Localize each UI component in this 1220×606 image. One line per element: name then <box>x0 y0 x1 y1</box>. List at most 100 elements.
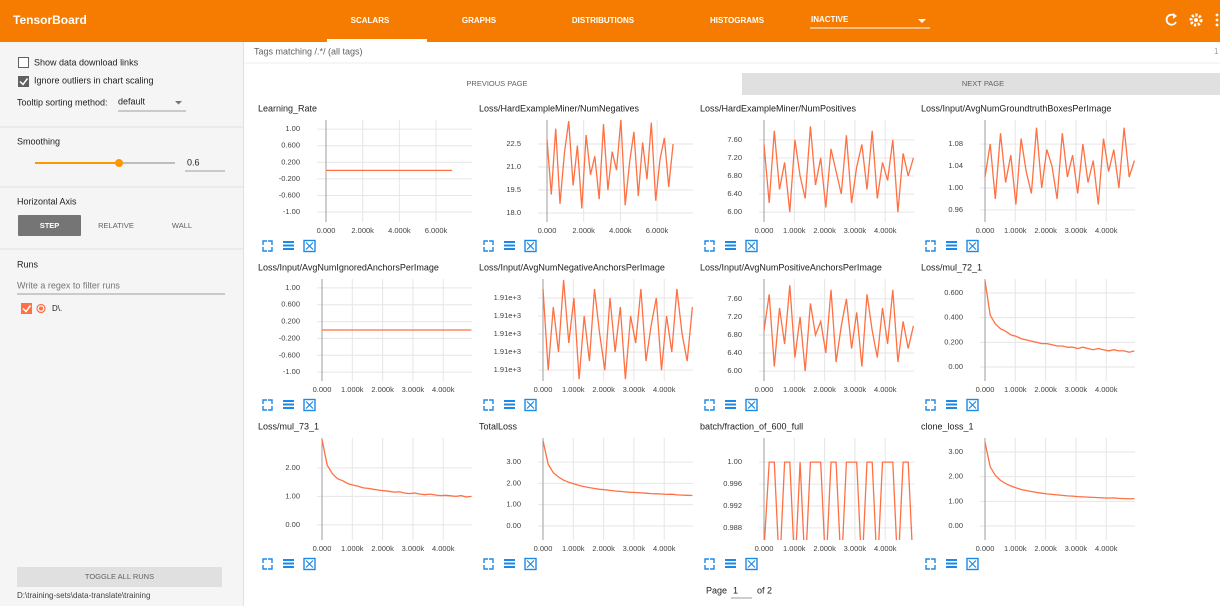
chart-title: Loss/Input/AvgNumGroundtruthBoxesPerImag… <box>921 103 1111 113</box>
tooltip-select[interactable]: default <box>118 96 146 106</box>
fullscreen-button[interactable] <box>926 241 935 251</box>
y-tick-label: 7.20 <box>727 312 742 321</box>
toggle-y-log-button[interactable] <box>504 400 515 409</box>
x-tick-label: 2.000k <box>813 226 836 235</box>
y-tick-label: 7.20 <box>727 153 742 162</box>
y-tick-label: -1.00 <box>283 367 300 376</box>
toggle-y-log-button[interactable] <box>504 559 515 568</box>
chart-card: batch/fraction_of_600_full1.000.9960.992… <box>700 421 914 571</box>
y-tick-label: 2.00 <box>506 478 521 487</box>
fit-domain-button[interactable] <box>967 400 978 411</box>
axis-option[interactable]: STEP <box>40 221 60 230</box>
x-tick-label: 4.000k <box>432 385 455 394</box>
y-tick-label: 3.00 <box>506 457 521 466</box>
fit-domain-button[interactable] <box>304 400 315 411</box>
fit-domain-button[interactable] <box>967 241 978 252</box>
page-total: of 2 <box>757 585 772 595</box>
series-line <box>547 120 673 209</box>
fit-domain-button[interactable] <box>304 559 315 570</box>
toggle-y-log-button[interactable] <box>946 559 957 568</box>
toggle-y-log-button[interactable] <box>946 241 957 250</box>
y-tick-label: 1.08 <box>948 139 963 148</box>
y-tick-label: 7.60 <box>727 294 742 303</box>
x-tick-label: 2.000k <box>1034 385 1057 394</box>
x-tick-label: 2.000k <box>592 385 615 394</box>
settings-icon[interactable] <box>1191 15 1201 25</box>
fullscreen-button[interactable] <box>263 559 272 569</box>
fit-domain-button[interactable] <box>746 241 757 252</box>
y-tick-label: 1.00 <box>948 496 963 505</box>
toggle-y-log-button[interactable] <box>504 241 515 250</box>
fullscreen-button[interactable] <box>926 400 935 410</box>
y-tick-label: 1.00 <box>727 457 742 466</box>
toggle-label[interactable]: TOGGLE ALL RUNS <box>85 572 154 581</box>
fullscreen-button[interactable] <box>263 241 272 251</box>
fullscreen-button[interactable] <box>926 559 935 569</box>
axis-option[interactable]: RELATIVE <box>98 221 134 230</box>
toggle-y-log-button[interactable] <box>283 400 294 409</box>
x-tick-label: 4.000k <box>1095 544 1118 553</box>
tooltip-label: Tooltip sorting method: <box>17 97 108 107</box>
x-tick-label: 1.000k <box>1004 226 1027 235</box>
inactive-dropdown[interactable]: INACTIVE <box>811 15 849 24</box>
x-tick-label: 4.000k <box>874 226 897 235</box>
fit-domain-button[interactable] <box>525 559 536 570</box>
x-tick-label: 0.000 <box>976 226 995 235</box>
page-input[interactable]: 1 <box>733 585 738 595</box>
x-tick-label: 2.000k <box>592 544 615 553</box>
fit-domain-button[interactable] <box>304 241 315 252</box>
fit-domain-button[interactable] <box>746 400 757 411</box>
active-tab-indicator <box>327 39 427 42</box>
fullscreen-button[interactable] <box>263 400 272 410</box>
fullscreen-button[interactable] <box>705 559 714 569</box>
app-title: TensorBoard <box>13 13 87 27</box>
more-icon[interactable] <box>1216 14 1219 27</box>
fullscreen-button[interactable] <box>484 241 493 251</box>
y-tick-label: -0.600 <box>279 350 300 359</box>
next-page[interactable]: NEXT PAGE <box>962 79 1004 88</box>
fullscreen-button[interactable] <box>705 241 714 251</box>
chart-title: Loss/Input/AvgNumNegativeAnchorsPerImage <box>479 262 665 272</box>
x-tick-label: 4.000k <box>653 385 676 394</box>
fullscreen-button[interactable] <box>705 400 714 410</box>
y-tick-label: 1.91e+3 <box>494 311 521 320</box>
run-checkbox[interactable] <box>21 303 32 314</box>
y-tick-label: 0.200 <box>281 317 300 326</box>
tab[interactable]: HISTOGRAMS <box>710 16 765 25</box>
x-tick-label: 0.000 <box>534 385 553 394</box>
fit-domain-button[interactable] <box>746 559 757 570</box>
checkbox-checked[interactable] <box>18 76 29 87</box>
fit-domain-button[interactable] <box>525 400 536 411</box>
y-tick-label: 2.00 <box>285 463 300 472</box>
checkbox[interactable] <box>19 58 29 68</box>
toggle-y-log-button[interactable] <box>283 241 294 250</box>
fullscreen-button[interactable] <box>484 559 493 569</box>
prev-page[interactable]: PREVIOUS PAGE <box>466 79 527 88</box>
tab[interactable]: SCALARS <box>351 16 390 25</box>
tab[interactable]: DISTRIBUTIONS <box>572 16 635 25</box>
series-line <box>764 285 913 371</box>
y-tick-label: -0.600 <box>279 190 300 199</box>
fit-domain-button[interactable] <box>967 559 978 570</box>
runs-filter[interactable]: Write a regex to filter runs <box>17 280 120 290</box>
toggle-y-log-button[interactable] <box>725 241 736 250</box>
series-line <box>764 126 913 212</box>
page-label: Page <box>706 585 727 595</box>
tab[interactable]: GRAPHS <box>462 16 497 25</box>
toggle-y-log-button[interactable] <box>946 400 957 409</box>
y-tick-label: 0.600 <box>944 288 963 297</box>
y-tick-label: 0.00 <box>948 521 963 530</box>
toggle-y-log-button[interactable] <box>283 559 294 568</box>
fit-domain-button[interactable] <box>525 241 536 252</box>
x-tick-label: 1.000k <box>1004 385 1027 394</box>
x-tick-label: 1.000k <box>562 544 585 553</box>
smoothing-value[interactable]: 0.6 <box>187 157 200 167</box>
x-tick-label: 0.000 <box>755 385 774 394</box>
series-line <box>985 442 1134 499</box>
tags-filter[interactable]: Tags matching /.*/ (all tags) <box>254 46 363 56</box>
slider-knob[interactable] <box>115 159 123 167</box>
toggle-y-log-button[interactable] <box>725 400 736 409</box>
axis-option[interactable]: WALL <box>172 221 192 230</box>
toggle-y-log-button[interactable] <box>725 559 736 568</box>
fullscreen-button[interactable] <box>484 400 493 410</box>
